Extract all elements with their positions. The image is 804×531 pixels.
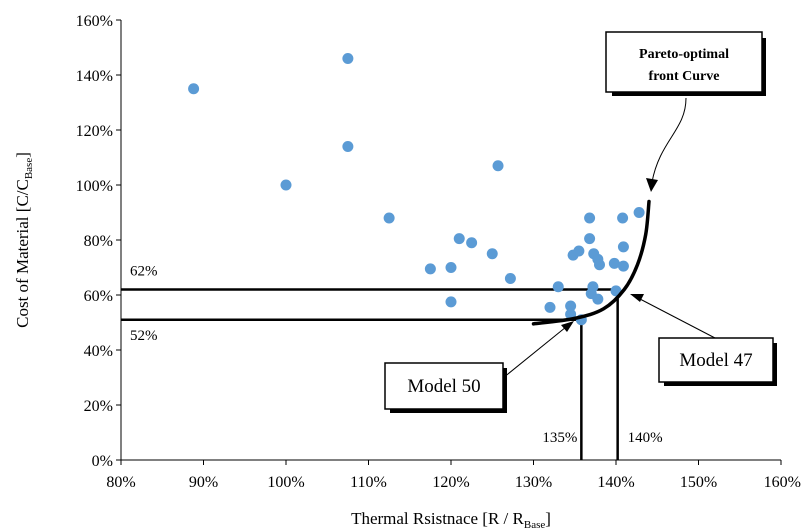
model47-box-shadow-bottom (664, 382, 777, 386)
data-point (633, 207, 645, 218)
x-tick-label: 130% (515, 474, 552, 491)
y-tick-label: 160% (76, 13, 113, 30)
x-tick-label: 120% (432, 474, 469, 491)
y-tick-label: 80% (84, 233, 113, 250)
pareto-front-curve (531, 199, 651, 326)
x-tick-label: 90% (189, 474, 218, 491)
data-point (445, 296, 457, 308)
model50-arrowhead (561, 321, 574, 332)
data-point (342, 141, 354, 152)
data-point (280, 179, 292, 191)
data-point (486, 248, 498, 260)
data-point (584, 212, 596, 224)
x-tick-label: 140% (597, 474, 634, 491)
y-tick-label: 40% (84, 343, 113, 360)
data-point (565, 300, 577, 312)
data-point (466, 237, 478, 249)
data-point (424, 263, 436, 275)
model50-label: Model 50 (407, 376, 480, 397)
model50-box (384, 362, 504, 410)
data-point (617, 241, 629, 253)
y-tick-label: 140% (76, 68, 113, 85)
data-point (592, 293, 604, 305)
x-axis-title: Thermal Rsistnace [R / RBase] (351, 509, 551, 531)
horizontal-reference-label: 52% (130, 328, 158, 344)
pareto-box (605, 31, 763, 93)
data-points (188, 53, 645, 326)
data-point (492, 160, 504, 172)
data-point (617, 212, 629, 224)
model47-label: Model 47 (679, 350, 752, 371)
x-tick-label: 100% (267, 474, 304, 491)
reference-lines: 62% 52% 135% 140% (121, 264, 663, 460)
y-tick-label: 60% (84, 288, 113, 305)
data-point (617, 260, 629, 272)
model47-box-shadow (773, 343, 777, 386)
vertical-reference-label: 135% (542, 430, 577, 446)
data-point (188, 83, 200, 95)
pareto-box-shadow (762, 38, 766, 96)
horizontal-reference-label: 62% (130, 264, 158, 280)
pareto-arrowhead (646, 178, 658, 192)
model50-box-shadow-bottom (390, 409, 507, 413)
data-point (445, 262, 457, 273)
y-tick-group: 0% 20% 40% 60% 80% 100% 120% 140% 160% (76, 13, 121, 470)
x-tick-label: 110% (350, 474, 387, 491)
x-tick-group: 80% 90% 100% 110% 120% 130% 140% 150% 160% (106, 460, 801, 491)
x-tick-label: 160% (764, 474, 801, 491)
y-tick-label: 120% (76, 123, 113, 140)
y-axis-title: Cost of Material [C/CBase] (13, 152, 35, 328)
model50-annotation: Model 50 (384, 321, 574, 413)
model50-arrow (502, 326, 567, 379)
data-point (504, 273, 516, 284)
model47-annotation: Model 47 (630, 294, 777, 386)
y-tick-label: 20% (84, 398, 113, 415)
model47-arrow (639, 298, 716, 339)
data-point (584, 233, 596, 245)
pareto-annotation: Pareto-optimal front Curve (605, 31, 766, 192)
x-tick-label: 150% (680, 474, 717, 491)
pareto-arrow (651, 97, 687, 183)
pareto-label-line2: front Curve (649, 69, 720, 84)
data-point (573, 245, 585, 257)
y-tick-label: 0% (92, 453, 113, 470)
pareto-box-shadow-bottom (612, 92, 766, 96)
data-point (342, 53, 354, 64)
data-point (453, 233, 465, 245)
x-tick-label: 80% (106, 474, 135, 491)
data-point (552, 281, 564, 293)
data-point (608, 257, 620, 269)
model47-arrowhead (630, 294, 644, 302)
vertical-reference-label: 140% (628, 430, 663, 446)
pareto-label-line1: Pareto-optimal (639, 47, 729, 62)
data-point (594, 259, 605, 271)
y-tick-label: 100% (76, 178, 113, 195)
data-point (544, 301, 556, 313)
data-point (587, 281, 599, 293)
model50-box-shadow (503, 368, 507, 413)
model47-box (658, 337, 774, 383)
data-point (383, 212, 395, 224)
